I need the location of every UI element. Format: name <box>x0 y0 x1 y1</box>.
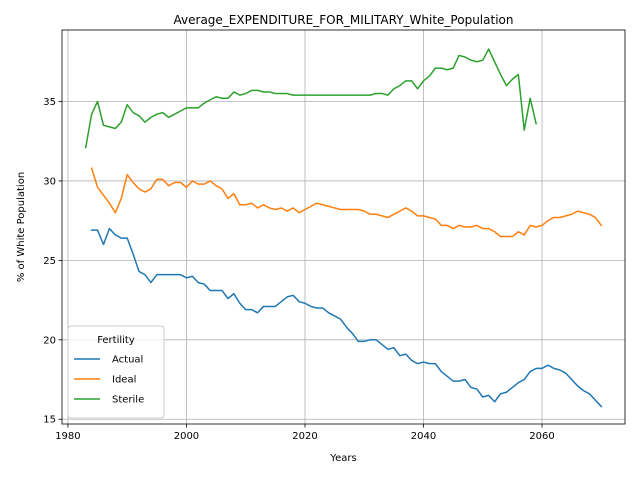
legend: Fertility Actual Ideal Sterile <box>67 325 165 419</box>
y-tick-label: 30 <box>43 176 56 187</box>
legend-entries: Actual Ideal Sterile <box>74 355 144 406</box>
y-tick-label: 25 <box>43 256 56 267</box>
x-tick-label: 2060 <box>529 431 554 442</box>
x-tick-label: 2000 <box>174 431 199 442</box>
legend-box <box>67 325 165 419</box>
chart-title: Average_EXPENDITURE_FOR_MILITARY_White_P… <box>174 13 514 27</box>
x-tick-label: 1980 <box>55 431 80 442</box>
x-axis-label: Years <box>329 453 356 464</box>
legend-title: Fertility <box>97 335 135 346</box>
series-lines <box>84 48 603 408</box>
plot-frame <box>61 29 626 425</box>
series-line-ideal <box>90 167 603 238</box>
y-tick-label: 15 <box>43 415 56 426</box>
x-tick-label: 2020 <box>292 431 317 442</box>
series-line-actual <box>90 227 603 408</box>
y-tick-label: 35 <box>43 97 56 108</box>
x-tick-label: 2040 <box>411 431 436 442</box>
y-tick-label: 20 <box>43 335 56 346</box>
legend-label-ideal: Ideal <box>112 375 136 386</box>
legend-label-actual: Actual <box>112 355 143 366</box>
series-line-sterile <box>84 48 538 149</box>
legend-label-sterile: Sterile <box>112 395 144 406</box>
y-axis-label: % of White Population <box>16 172 27 282</box>
axis-ticks: 1980 2000 2020 2040 2060 15 20 25 30 35 <box>43 97 554 442</box>
